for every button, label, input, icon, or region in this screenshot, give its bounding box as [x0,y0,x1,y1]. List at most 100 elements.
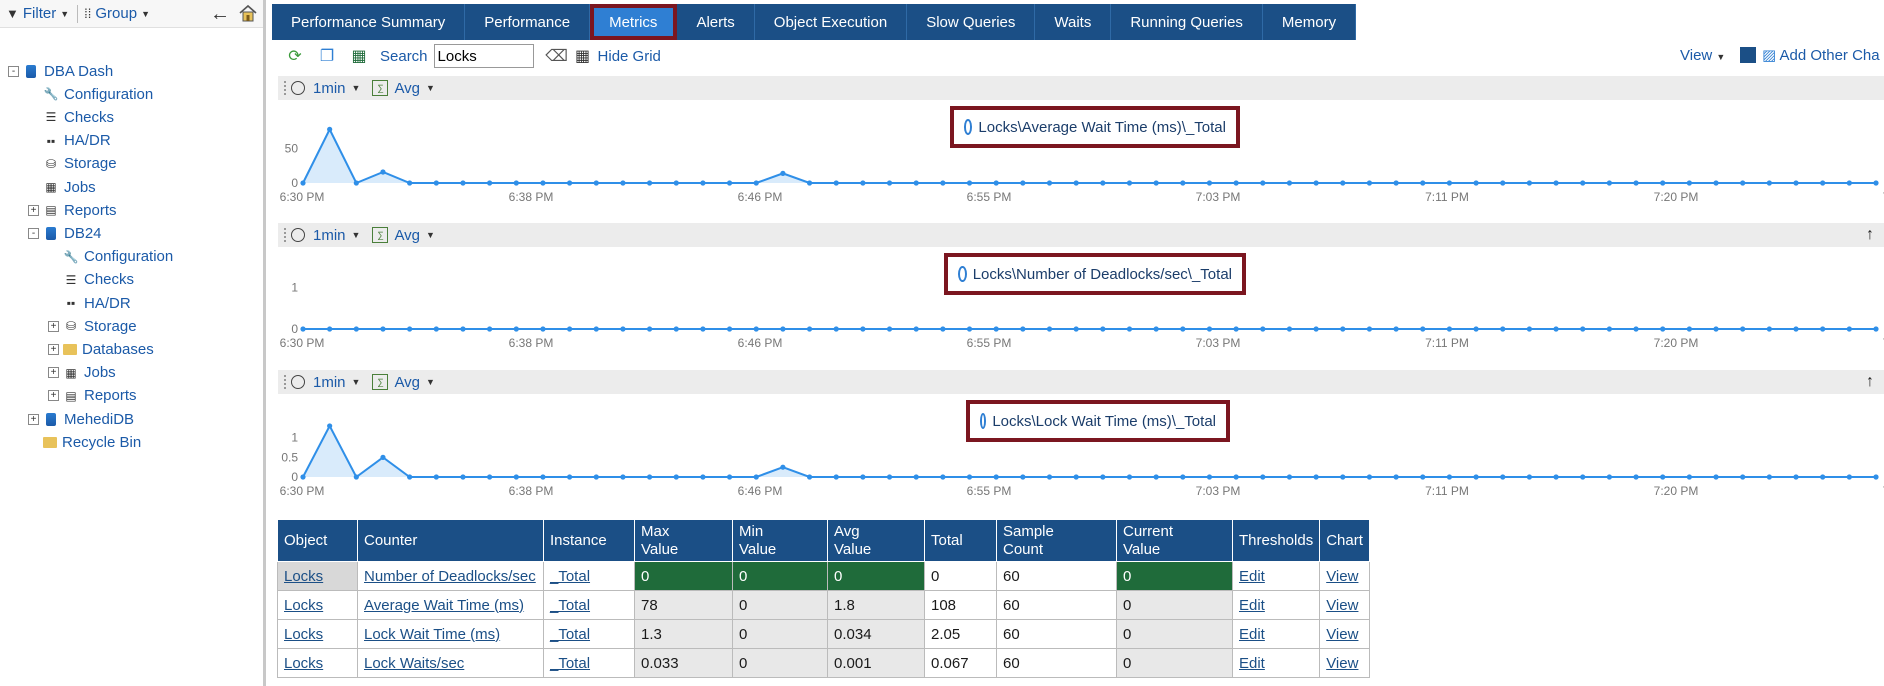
interval-dropdown[interactable]: 1min [313,79,346,97]
tree-node[interactable]: - DB24 [28,223,102,243]
tree-node[interactable]: - DBA Dash [8,61,113,81]
view-chart-link[interactable]: View [1326,567,1359,585]
save-icon[interactable] [1740,47,1756,63]
cell-link[interactable]: _Total [550,567,591,585]
cell-link[interactable]: Lock Waits/sec [364,654,465,672]
collapse-icon[interactable]: - [8,65,19,77]
column-header[interactable]: Instance [543,519,635,562]
cell-link[interactable]: Locks [284,567,324,585]
column-header[interactable]: Counter [357,519,544,562]
view-chart-link[interactable]: View [1326,625,1359,643]
expand-icon[interactable]: + [48,390,59,402]
chart-legend[interactable]: Locks\Number of Deadlocks/sec\_Total [944,253,1246,295]
edit-threshold-link[interactable]: Edit [1239,625,1265,643]
table-row[interactable]: Locks Number of Deadlocks/sec _Total 0 0 0 0 60… [277,561,1370,591]
aggregate-dropdown[interactable]: Avg [394,373,421,391]
column-header[interactable]: Max Value [634,519,733,562]
expand-icon[interactable]: + [28,413,39,425]
cell-link[interactable]: Average Wait Time (ms) [364,596,525,614]
tree-node[interactable]: + Databases [48,339,154,359]
view-dropdown[interactable]: View ▼ [1680,47,1725,64]
interval-dropdown[interactable]: 1min [313,373,346,391]
chevron-down-icon[interactable]: ▼ [426,377,435,387]
grip-handle[interactable] [284,228,287,242]
cell-link[interactable]: Lock Wait Time (ms) [364,625,501,643]
back-arrow-icon[interactable]: ← [210,3,230,25]
tree-node[interactable]: ▦ Jobs [28,177,95,197]
aggregate-dropdown[interactable]: Avg [394,79,421,97]
view-chart-link[interactable]: View [1326,596,1359,614]
home-icon[interactable] [238,3,258,23]
eraser-icon[interactable]: ⌫ [545,48,568,65]
table-row[interactable]: Locks Lock Waits/sec _Total 0.033 0 0.001 0.06… [277,648,1370,678]
tab-object-execution[interactable]: Object Execution [754,4,908,40]
cell-link[interactable]: Locks [284,596,324,614]
table-row[interactable]: Locks Average Wait Time (ms) _Total 78 0 1.8 1… [277,590,1370,620]
expand-icon[interactable]: + [48,320,59,332]
chevron-down-icon[interactable]: ▼ [426,230,435,240]
tree-node[interactable]: ▪▪ HA/DR [28,131,111,151]
add-other-chart-button[interactable]: ▨ Add Other Cha [1762,46,1880,64]
chevron-down-icon[interactable]: ▼ [351,83,361,93]
edit-threshold-link[interactable]: Edit [1239,654,1265,672]
collapse-icon[interactable]: - [28,227,39,239]
tree-node[interactable]: + ▦ Jobs [48,363,116,383]
expand-icon[interactable]: + [48,367,59,379]
column-header[interactable]: Thresholds [1231,519,1321,562]
tree-node[interactable]: Recycle Bin [28,432,141,452]
search-input[interactable] [433,44,534,68]
copy-icon[interactable]: ❐ [319,48,335,65]
chart-legend[interactable]: Locks\Average Wait Time (ms)\_Total [950,106,1240,148]
cell-link[interactable]: Locks [284,654,324,672]
filter-button[interactable]: ▼ Filter ▼ [6,5,69,22]
expand-icon[interactable]: + [48,343,59,355]
cell-link[interactable]: Number of Deadlocks/sec [364,567,536,585]
column-header[interactable]: Sample Count [996,519,1117,562]
hide-grid-button[interactable]: Hide Grid [597,47,661,65]
refresh-icon[interactable]: ⟳ [288,48,302,65]
tab-waits[interactable]: Waits [1035,4,1112,40]
tab-running-queries[interactable]: Running Queries [1111,4,1263,40]
tree-node[interactable]: 🔧 Configuration [28,84,154,104]
tab-memory[interactable]: Memory [1262,4,1357,40]
aggregate-dropdown[interactable]: Avg [394,226,421,244]
tree-node[interactable]: + ▤ Reports [48,386,137,406]
interval-dropdown[interactable]: 1min [313,226,346,244]
chevron-down-icon[interactable]: ▼ [351,377,361,387]
cell-link[interactable]: Locks [284,625,324,643]
chart-legend[interactable]: Locks\Lock Wait Time (ms)\_Total [966,400,1230,442]
tree-node[interactable]: + MehediDB [28,409,134,429]
view-chart-link[interactable]: View [1326,654,1359,672]
expand-icon[interactable]: + [28,204,39,216]
column-header[interactable]: Min Value [732,519,828,562]
column-header[interactable]: Object [277,519,358,562]
grip-handle[interactable] [284,375,287,389]
tab-alerts[interactable]: Alerts [677,4,755,40]
tree-node[interactable]: ▪▪ HA/DR [48,293,131,313]
tree-node[interactable]: ☰ Checks [48,270,134,290]
tree-node[interactable]: ⛁ Storage [28,154,117,174]
cell-link[interactable]: _Total [550,654,591,672]
cell-link[interactable]: _Total [550,596,591,614]
tab-performance-summary[interactable]: Performance Summary [272,4,466,40]
column-header[interactable]: Current Value [1116,519,1233,562]
tree-node[interactable]: + ▤ Reports [28,200,117,220]
group-button[interactable]: ⁞⁞ Group ▼ [84,5,150,22]
move-up-arrow-icon[interactable]: ↑ [1866,226,1874,243]
column-header[interactable]: Chart [1319,519,1370,562]
tab-performance[interactable]: Performance [465,4,591,40]
cell-link[interactable]: _Total [550,625,591,643]
table-row[interactable]: Locks Lock Wait Time (ms) _Total 1.3 0 0.034 2… [277,619,1370,649]
excel-export-icon[interactable]: ▦ [351,48,367,65]
edit-threshold-link[interactable]: Edit [1239,567,1265,585]
column-header[interactable]: Total [924,519,997,562]
tree-node[interactable]: ☰ Checks [28,107,114,127]
tab-metrics[interactable]: Metrics [590,4,678,40]
tree-node[interactable]: 🔧 Configuration [48,247,174,267]
column-header[interactable]: Avg Value [827,519,925,562]
tree-node[interactable]: + ⛁ Storage [48,316,137,336]
edit-threshold-link[interactable]: Edit [1239,596,1265,614]
chevron-down-icon[interactable]: ▼ [351,230,361,240]
chevron-down-icon[interactable]: ▼ [426,83,435,93]
grip-handle[interactable] [284,81,287,95]
